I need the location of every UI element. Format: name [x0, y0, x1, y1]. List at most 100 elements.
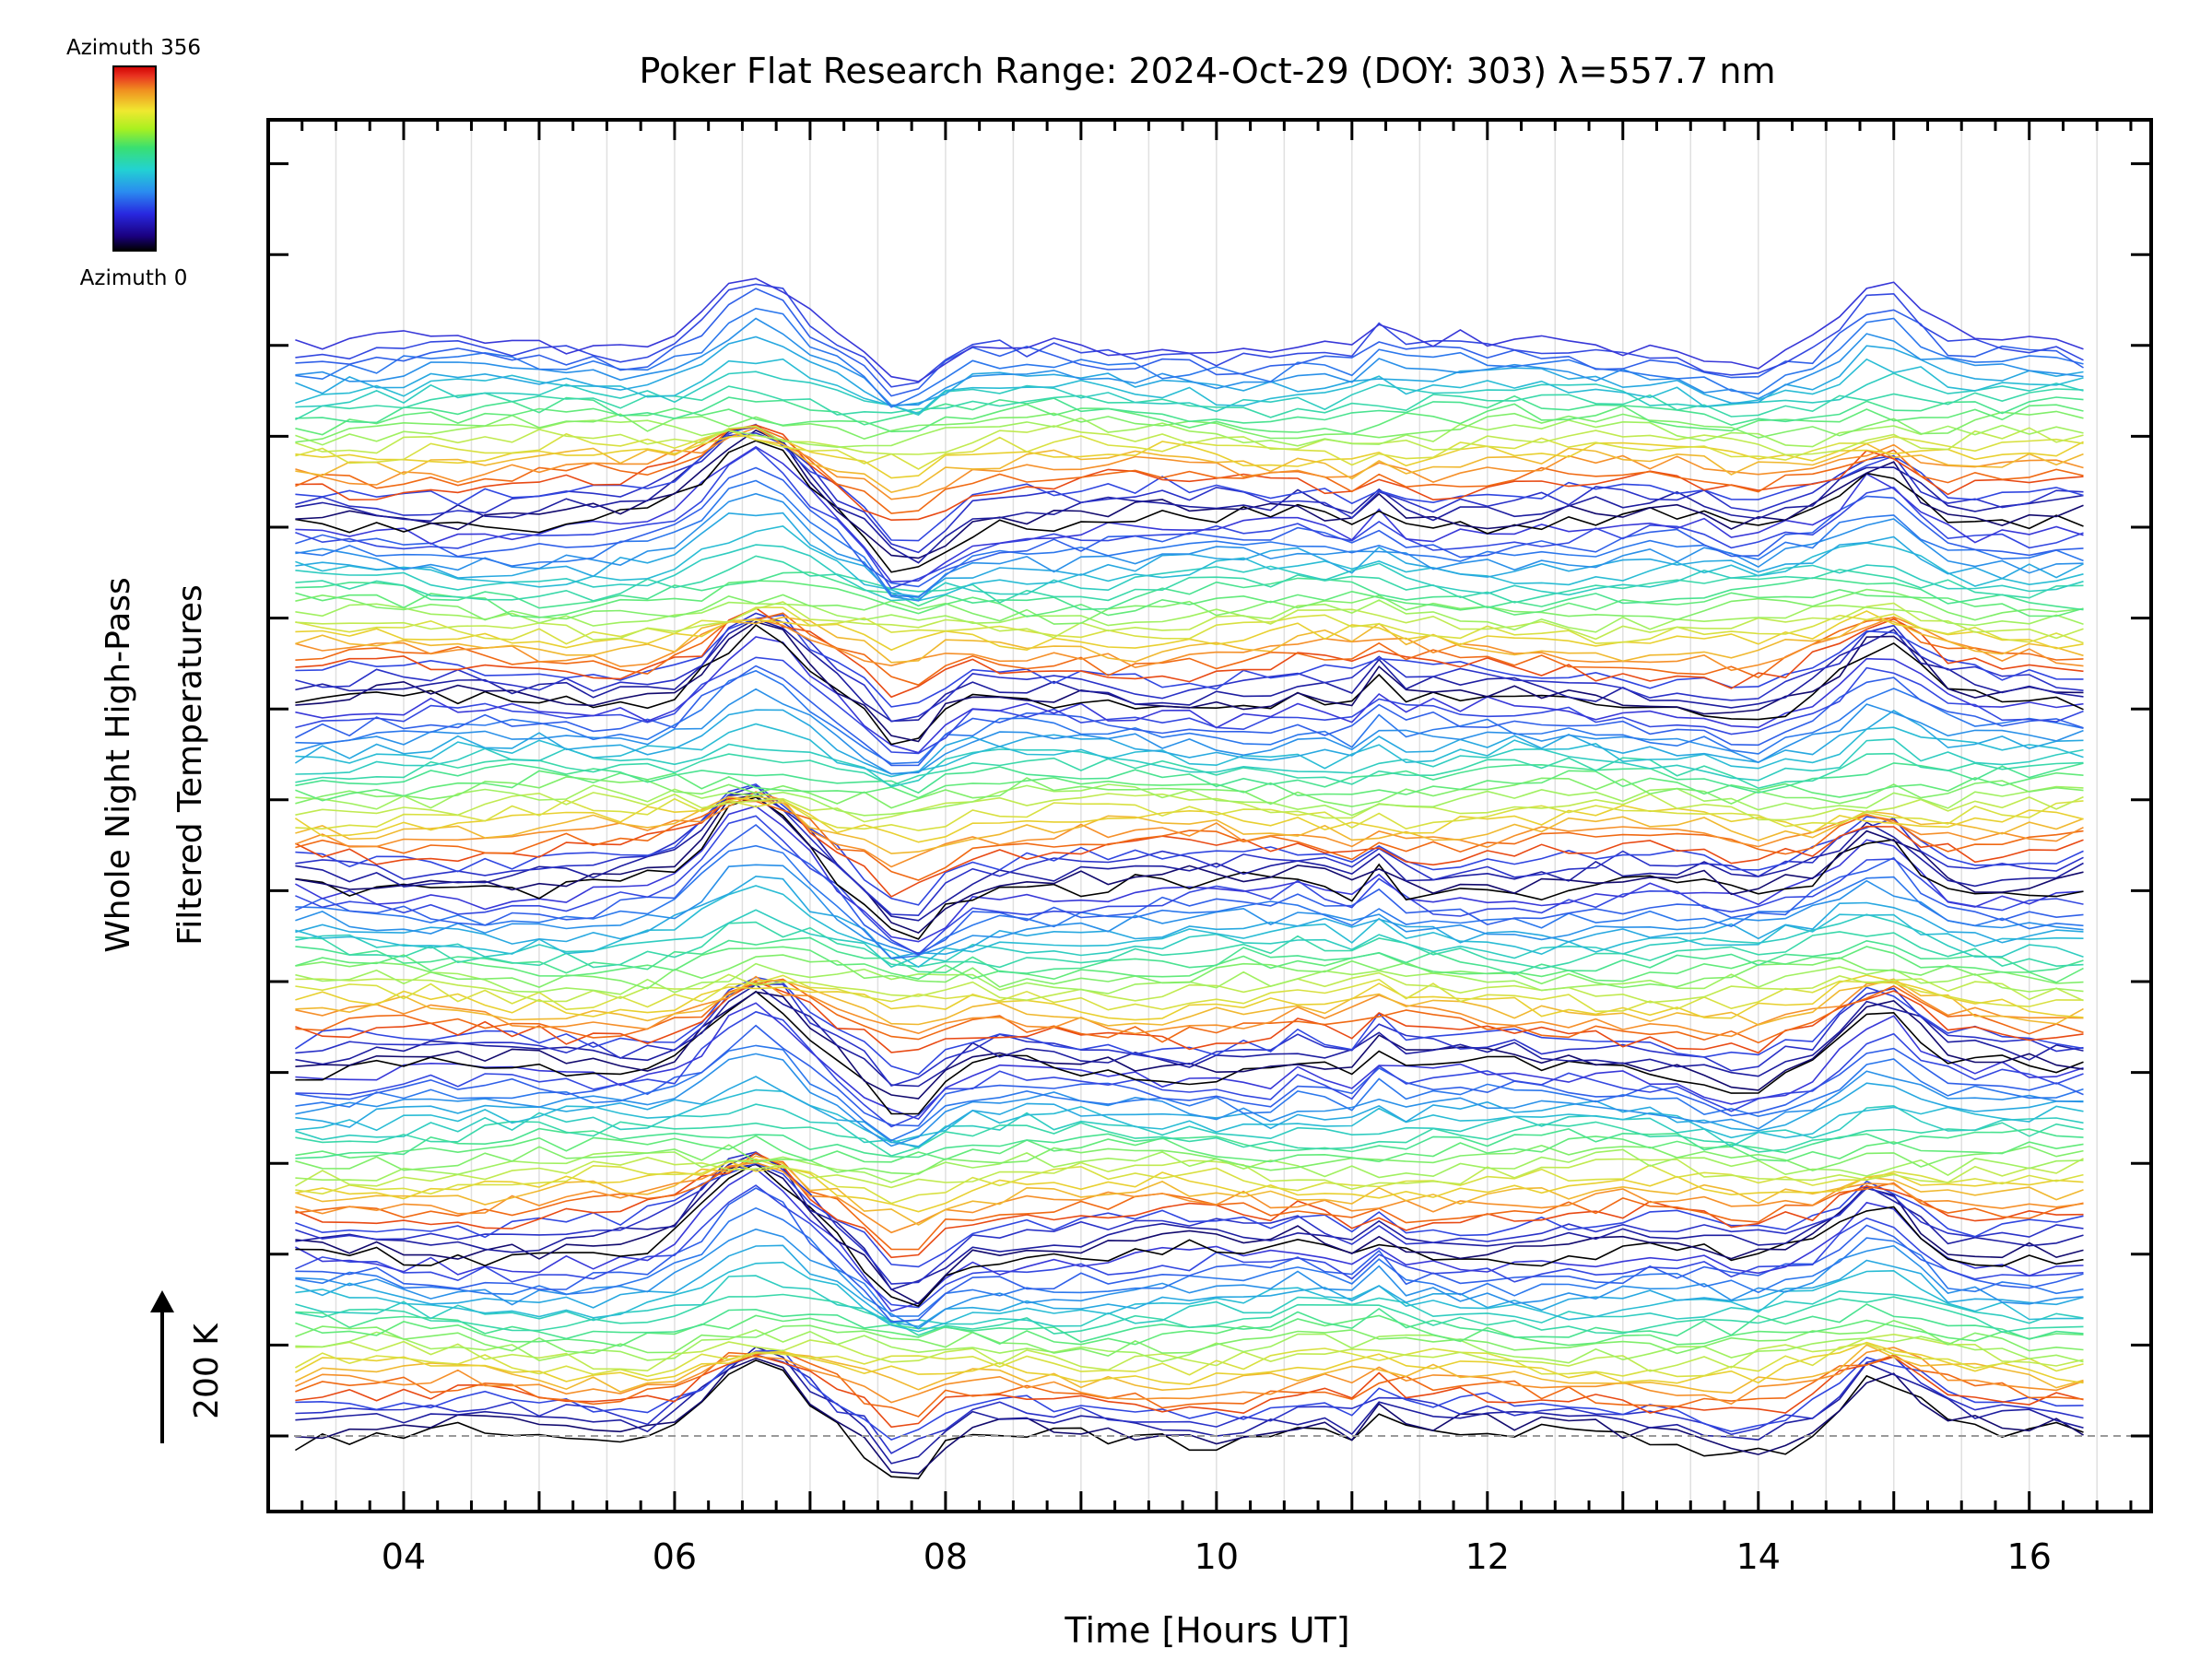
series-line — [295, 1144, 2084, 1175]
series-line — [295, 792, 2084, 922]
series-line — [295, 783, 2084, 906]
scale-indicator: 200 K — [150, 1290, 226, 1443]
x-axis: 04 06 08 10 12 14 16 — [300, 120, 2133, 1577]
series-line — [295, 723, 2084, 778]
series-line — [295, 805, 2084, 943]
series-line — [295, 978, 2084, 1044]
y-axis-label-line1: Whole Night High-Pass — [100, 577, 137, 953]
series-line — [295, 978, 2084, 1027]
series-line — [295, 492, 2084, 602]
series-line — [295, 555, 2084, 604]
series-line — [295, 1333, 2084, 1372]
series-line — [295, 936, 2084, 975]
series-line — [295, 371, 2084, 417]
series-line — [295, 1244, 2084, 1328]
series-line — [294, 709, 2084, 775]
series-line — [295, 864, 2084, 956]
series-line — [295, 429, 2084, 559]
series-line — [295, 1349, 2084, 1441]
series-line — [295, 974, 2084, 1013]
series-line — [295, 1002, 2084, 1121]
series-line — [295, 1228, 2084, 1330]
x-tick-label: 06 — [653, 1536, 697, 1577]
series-line — [295, 612, 2084, 687]
series-line — [295, 1160, 2084, 1213]
series-line — [295, 620, 2084, 743]
series-line — [295, 1155, 2084, 1226]
series-line — [295, 1354, 2084, 1429]
series-line — [295, 823, 2084, 955]
series-line — [295, 479, 2084, 598]
series-line — [295, 796, 2084, 940]
series-line — [295, 1346, 2084, 1465]
series-line — [295, 669, 2084, 765]
series-line — [295, 1156, 2084, 1191]
series-line — [295, 794, 2084, 935]
series-line — [295, 1076, 2084, 1147]
series-line — [295, 424, 2084, 522]
series-line — [295, 612, 2084, 723]
x-tick-label: 10 — [1194, 1536, 1239, 1577]
series-line — [295, 417, 2084, 449]
series-line — [295, 1261, 2084, 1333]
series-line — [295, 797, 2084, 831]
series-line — [295, 1161, 2084, 1234]
series-line — [295, 800, 2084, 881]
series-line — [295, 429, 2084, 494]
series-line — [295, 1342, 2084, 1378]
chart-title: Poker Flat Research Range: 2024-Oct-29 (… — [640, 51, 1776, 91]
series-line — [295, 614, 2084, 708]
series-line — [295, 1158, 2084, 1205]
series-line — [295, 688, 2084, 775]
series-line — [295, 982, 2084, 1088]
series-line — [295, 1354, 2084, 1454]
series-line — [295, 429, 2084, 470]
series-line — [295, 1135, 2084, 1163]
series-line — [295, 784, 2084, 917]
series-line — [295, 1024, 2084, 1127]
series-line — [294, 976, 2084, 1076]
series-line — [295, 394, 2084, 427]
series-line — [295, 544, 2084, 602]
series-line — [295, 762, 2084, 794]
series-line — [295, 1275, 2084, 1327]
y-axis-label-line2: Filtered Temperatures — [171, 584, 209, 946]
arrow-up-icon — [150, 1290, 174, 1312]
series-line — [295, 1293, 2084, 1336]
series-line — [295, 1350, 2084, 1418]
series-line — [295, 1103, 2084, 1149]
series-line — [295, 1152, 2084, 1291]
series-line — [295, 1184, 2084, 1309]
series-line — [294, 1359, 2084, 1479]
series-line — [295, 974, 2084, 1021]
series-line — [295, 1314, 2084, 1347]
series-line — [295, 606, 2084, 645]
x-tick-label: 16 — [2007, 1536, 2052, 1577]
series-line — [295, 283, 2084, 388]
series-line — [295, 770, 2084, 802]
series-line — [295, 875, 2084, 959]
series-line — [295, 288, 2084, 397]
series-line — [295, 665, 2084, 767]
series-line — [294, 795, 2084, 843]
series-line — [295, 425, 2084, 456]
series-line — [295, 983, 2084, 1088]
series-line — [295, 1127, 2084, 1159]
x-tick-label: 04 — [382, 1536, 426, 1577]
series-line — [295, 1341, 2084, 1385]
series-line — [295, 975, 2084, 1038]
series-line — [295, 1151, 2084, 1259]
series-line — [295, 1044, 2084, 1142]
series-line — [295, 1010, 2084, 1128]
series-line — [295, 1088, 2084, 1144]
series-line — [295, 1187, 2084, 1323]
series-line — [295, 1151, 2084, 1285]
series-line — [295, 1303, 2084, 1343]
series-line — [295, 783, 2084, 817]
series-line — [295, 1319, 2084, 1358]
series-line — [295, 792, 2084, 823]
series-line — [295, 403, 2084, 436]
colorbar — [112, 65, 157, 252]
series-line — [295, 446, 2084, 590]
